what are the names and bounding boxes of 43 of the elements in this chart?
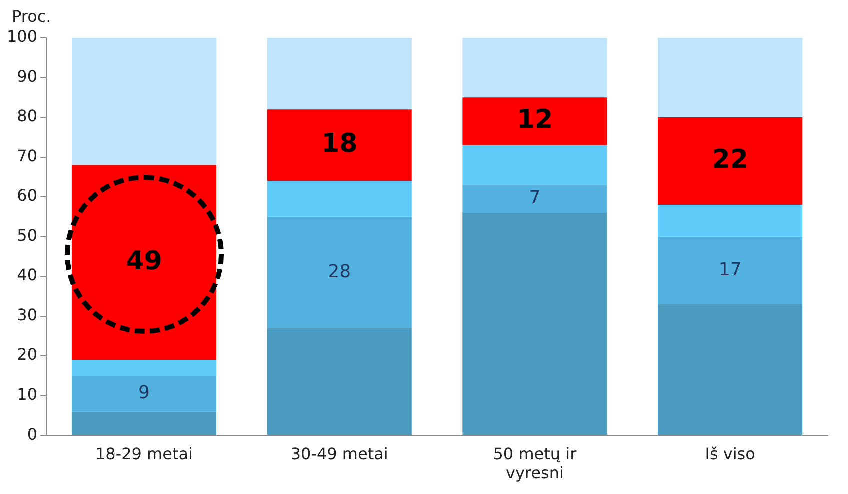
data-label: 22	[712, 145, 748, 176]
bar	[72, 376, 217, 412]
y-tick-label: 100	[6, 27, 38, 46]
bar	[658, 118, 803, 205]
y-tick-label: 40	[17, 266, 38, 285]
bar	[462, 212, 608, 436]
y-tick-label: 90	[17, 66, 38, 86]
bar	[462, 145, 608, 186]
bar	[658, 38, 803, 118]
data-label: 12	[516, 105, 554, 136]
bar	[658, 236, 803, 304]
y-axis-title: Proc.	[12, 7, 52, 26]
data-label: 7	[529, 188, 541, 209]
y-tick-label: 70	[17, 146, 38, 166]
x-tick-label: 18-29 metai	[95, 444, 193, 464]
y-tick-label: 10	[17, 384, 38, 404]
bar	[72, 38, 217, 166]
y-tick-label: 20	[17, 345, 38, 364]
bar	[267, 328, 412, 436]
bar	[658, 304, 803, 436]
data-label: 9	[138, 382, 150, 404]
bar	[72, 360, 217, 376]
x-tick-label: 50 metų ir vyresni	[493, 444, 578, 483]
y-tick-label: 60	[17, 186, 38, 206]
bar	[462, 98, 608, 146]
data-label: 49	[126, 246, 162, 276]
bar	[658, 204, 803, 237]
y-tick-label: 0	[27, 424, 38, 444]
data-label: 17	[718, 259, 742, 280]
bar	[267, 110, 412, 182]
bar	[267, 181, 412, 217]
bar	[267, 38, 412, 110]
bar	[462, 38, 608, 98]
y-tick-label: 50	[17, 226, 38, 245]
y-tick-label: 30	[17, 305, 38, 324]
x-tick-label: Iš viso	[705, 444, 756, 464]
data-label: 18	[321, 129, 358, 160]
x-tick-label: 30-49 metai	[290, 444, 388, 464]
data-label: 28	[328, 261, 352, 282]
y-tick-label: 80	[17, 106, 38, 126]
bar	[72, 412, 217, 436]
bar	[462, 185, 608, 213]
bar	[267, 216, 412, 328]
